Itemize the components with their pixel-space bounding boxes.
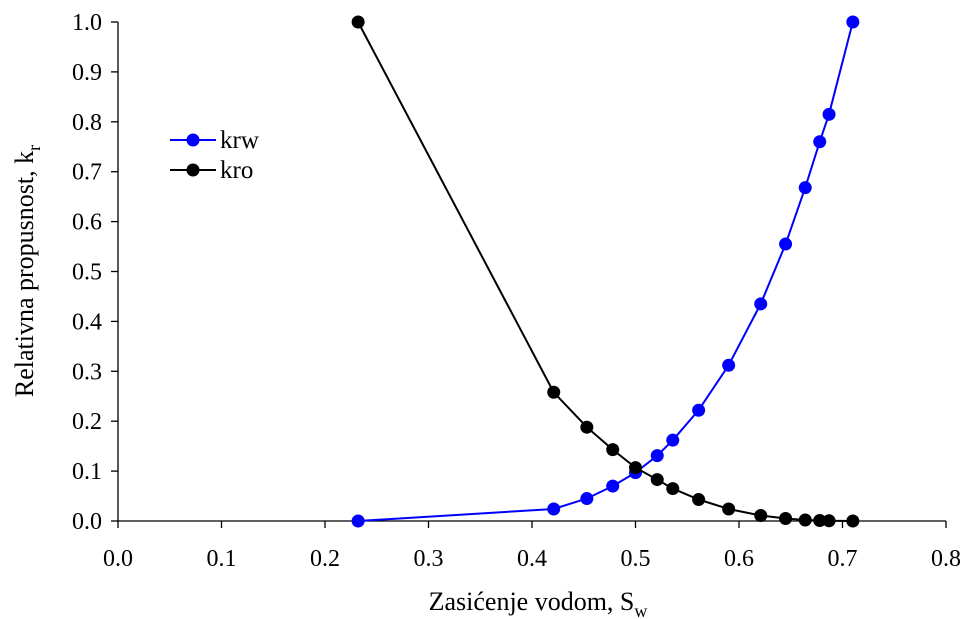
y-axis-title-main: Relativna propusnost, k xyxy=(10,151,39,397)
y-tick-label: 0.1 xyxy=(72,459,102,485)
data-point-kro xyxy=(779,512,793,526)
data-point-kro xyxy=(580,420,594,434)
series-line-krw xyxy=(358,21,854,522)
x-tick-label: 0.2 xyxy=(310,546,340,572)
series-krw xyxy=(351,15,860,528)
data-point-krw xyxy=(798,181,812,195)
data-point-kro xyxy=(754,509,768,523)
y-axis-title-subscript: r xyxy=(24,145,44,151)
y-axis-ticks: 0.0 0.1 0.2 0.3 0.4 0.5 0.6 0.7 0.8 0.9 1.0 xyxy=(72,10,118,535)
data-point-krw xyxy=(650,449,664,463)
y-tick-label: 0.3 xyxy=(72,359,102,385)
data-point-kro xyxy=(650,473,664,487)
x-tick-label: 0.3 xyxy=(414,546,444,572)
legend: krw kro xyxy=(170,127,259,184)
y-tick-label: 0.4 xyxy=(72,309,102,335)
y-tick-label: 0.8 xyxy=(72,110,102,136)
x-tick-label: 0.8 xyxy=(931,546,961,572)
y-tick-label: 1.0 xyxy=(72,10,102,36)
x-axis-title-main: Zasićenje vodom, S xyxy=(429,587,635,616)
legend-label: kro xyxy=(220,157,253,184)
data-point-kro xyxy=(798,513,812,527)
x-tick-label: 0.4 xyxy=(517,546,547,572)
data-point-krw xyxy=(779,237,793,251)
data-point-krw xyxy=(580,492,594,506)
data-point-krw xyxy=(351,514,365,528)
data-point-krw xyxy=(754,297,768,311)
data-point-krw xyxy=(846,15,860,29)
x-tick-label: 0.7 xyxy=(828,546,858,572)
y-tick-label: 0.7 xyxy=(72,160,102,186)
x-tick-label: 0.1 xyxy=(207,546,237,572)
x-tick-label: 0.0 xyxy=(103,546,133,572)
series-line-kro xyxy=(357,21,853,522)
x-axis-ticks: 0.0 0.1 0.2 0.3 0.4 0.5 0.6 0.7 0.8 xyxy=(103,521,961,572)
data-point-kro xyxy=(813,514,827,528)
y-tick-label: 0.5 xyxy=(72,260,102,286)
data-point-krw xyxy=(692,403,706,417)
x-axis-title: Zasićenje vodom, Sw xyxy=(429,587,648,619)
plot-area: 0.0 0.1 0.2 0.3 0.4 0.5 0.6 0.7 0.8 0.9 1.0 0.0 0.1… xyxy=(72,10,961,572)
data-point-kro xyxy=(351,15,365,29)
legend-swatch-marker xyxy=(186,163,200,177)
data-point-krw xyxy=(666,433,680,447)
series-kro xyxy=(351,15,860,528)
series-layer xyxy=(351,15,860,528)
y-tick-label: 0.6 xyxy=(72,210,102,236)
data-point-krw xyxy=(813,135,827,149)
data-point-kro xyxy=(846,514,860,528)
data-point-kro xyxy=(547,385,561,399)
y-tick-label: 0.0 xyxy=(72,509,102,535)
data-point-krw xyxy=(606,479,620,493)
y-axis-title: Relativna propusnost, kr xyxy=(10,145,44,397)
data-point-krw xyxy=(722,358,736,372)
data-point-kro xyxy=(822,514,836,528)
x-tick-label: 0.6 xyxy=(724,546,754,572)
legend-item-krw: krw xyxy=(170,127,259,154)
legend-item-kro: kro xyxy=(170,157,253,184)
data-point-krw xyxy=(822,107,836,121)
data-point-kro xyxy=(722,502,736,516)
y-tick-label: 0.2 xyxy=(72,409,102,435)
x-axis-title-subscript: w xyxy=(634,601,647,619)
legend-swatch-marker xyxy=(186,133,200,147)
legend-label: krw xyxy=(220,127,259,154)
y-tick-label: 0.9 xyxy=(72,60,102,86)
data-point-kro xyxy=(629,461,642,475)
x-tick-label: 0.5 xyxy=(621,546,651,572)
data-point-kro xyxy=(666,482,680,496)
data-point-kro xyxy=(692,493,706,507)
data-point-kro xyxy=(606,443,620,457)
data-point-krw xyxy=(547,502,561,516)
